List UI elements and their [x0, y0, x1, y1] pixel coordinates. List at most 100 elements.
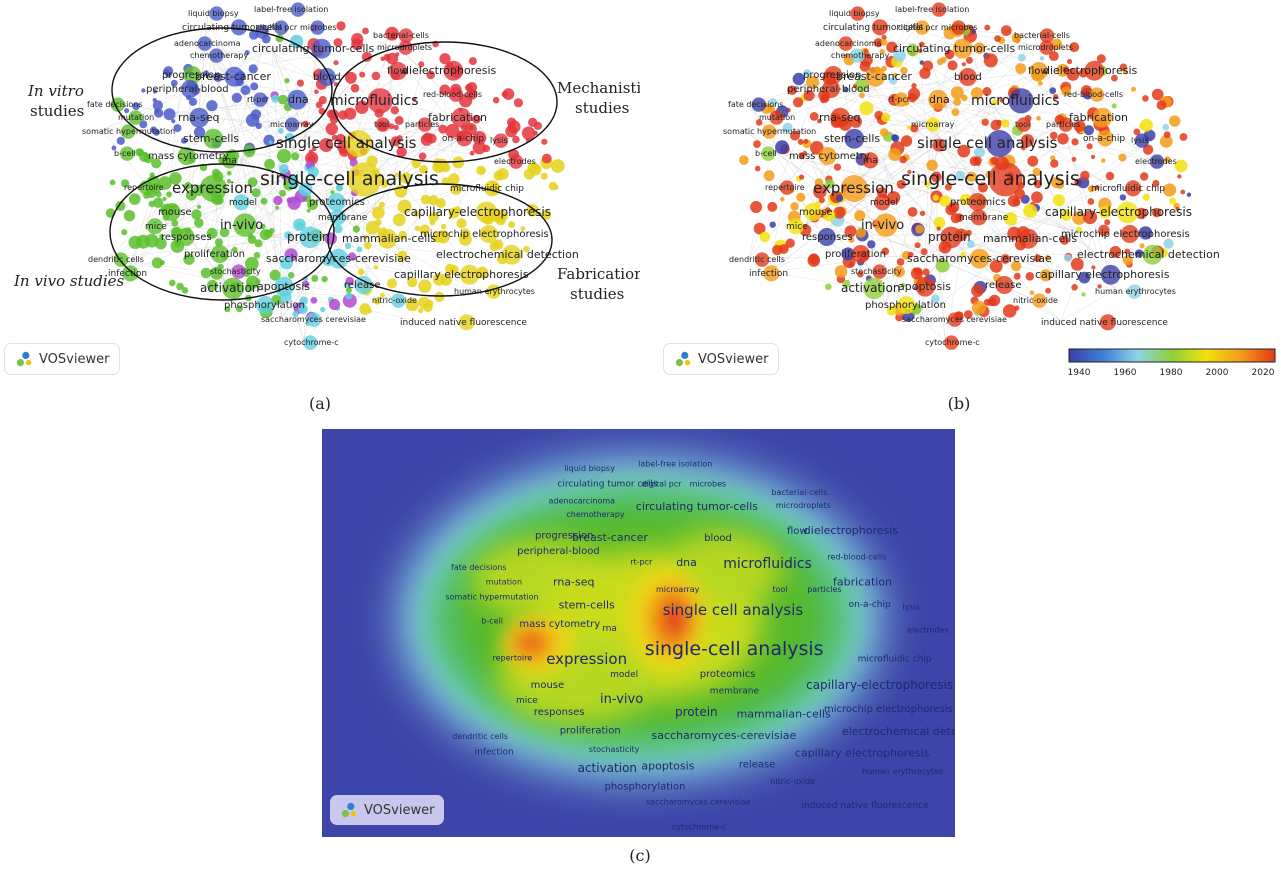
network-node [932, 194, 940, 201]
network-node [548, 181, 558, 191]
density-term-label: particles [807, 585, 841, 594]
network-node [386, 278, 397, 289]
term-node [306, 312, 321, 327]
network-node [292, 311, 299, 318]
network-node [428, 211, 439, 223]
network-node [939, 195, 951, 207]
network-node [1060, 209, 1072, 221]
network-node [755, 119, 763, 126]
network-node [900, 66, 908, 75]
network-node [1142, 193, 1150, 201]
term-label: electrodes [494, 157, 536, 166]
network-link [834, 41, 886, 305]
network-node [394, 115, 404, 125]
network-node [428, 195, 439, 206]
network-node [224, 306, 231, 313]
term-node [824, 66, 843, 84]
network-link [990, 100, 1066, 213]
network-node [1039, 269, 1052, 282]
network-node [1133, 128, 1141, 136]
term-label: mutation [759, 113, 795, 122]
network-node [277, 94, 288, 105]
term-label: capillary electrophoresis [1035, 268, 1170, 281]
network-node [441, 163, 451, 173]
network-node [472, 131, 487, 145]
network-node [275, 205, 280, 210]
term-node [181, 80, 199, 98]
network-node [395, 52, 400, 57]
network-node [533, 130, 538, 136]
term-label: microfluidics [971, 93, 1060, 109]
network-node [540, 172, 548, 180]
network-link [248, 200, 308, 238]
density-term-label: capillary-electrophoresis [806, 678, 953, 692]
network-link [127, 11, 209, 273]
network-node [1002, 304, 1017, 318]
density-term-label: infection [475, 747, 514, 757]
network-node [235, 305, 243, 313]
network-link [202, 100, 351, 139]
network-node [390, 136, 401, 147]
colorbar-tick: 1960 [1114, 368, 1137, 378]
network-node [302, 120, 309, 128]
network-node [159, 259, 165, 266]
term-label: single-cell analysis [260, 168, 439, 190]
term-label: single cell analysis [276, 134, 417, 152]
network-node [128, 193, 141, 205]
term-node [1016, 117, 1031, 132]
network-node [1111, 103, 1117, 109]
density-hotspots [501, 567, 705, 674]
density-term-label: phosphorylation [605, 781, 686, 792]
term-node [1097, 130, 1114, 147]
network-node [206, 227, 218, 239]
network-node [296, 222, 305, 230]
network-node [279, 189, 287, 197]
term-node [328, 248, 349, 269]
network-node [1078, 271, 1091, 284]
term-node [177, 147, 196, 165]
mechanistic-ellipse [332, 41, 558, 163]
network-node [111, 145, 117, 151]
network-node [859, 101, 874, 116]
network-node [1163, 183, 1177, 197]
term-label: microchip electrophoresis [1061, 229, 1190, 240]
network-node [1039, 56, 1045, 61]
network-node [1118, 153, 1127, 162]
network-node [1139, 118, 1153, 132]
term-label: blood [954, 72, 982, 83]
network-node [121, 229, 128, 236]
term-node [1018, 228, 1039, 249]
network-node [1001, 119, 1010, 128]
density-term-label: nitric-oxide [770, 777, 815, 786]
density-term-label: saccharomyces cerevisiae [646, 798, 751, 807]
term-label: nitric-oxide [1013, 296, 1058, 305]
network-link [271, 47, 330, 202]
network-node [227, 171, 232, 176]
network-node [400, 172, 412, 184]
network-node [352, 225, 360, 233]
network-link [241, 158, 475, 291]
vosviewer-badge-c: VOSviewer [330, 795, 445, 825]
term-node [417, 117, 432, 132]
network-link [748, 253, 1098, 259]
network-node [214, 238, 223, 247]
term-node [501, 244, 522, 265]
network-node [440, 223, 447, 230]
term-node [274, 20, 289, 35]
vosviewer-label: VOSviewer [39, 351, 110, 367]
network-node [989, 259, 1003, 273]
term-node [850, 48, 865, 63]
network-node [302, 276, 309, 282]
network-node [881, 112, 891, 123]
network-node [1045, 287, 1051, 294]
term-node [1120, 225, 1139, 243]
network-link [241, 122, 395, 160]
network-node [318, 96, 327, 105]
network-node [320, 306, 326, 313]
network-node [371, 71, 381, 81]
vosviewer-logo-icon [675, 351, 691, 367]
network-link [914, 7, 980, 217]
term-node [303, 335, 318, 350]
term-label: proteomics [309, 197, 365, 208]
term-node [763, 265, 780, 282]
